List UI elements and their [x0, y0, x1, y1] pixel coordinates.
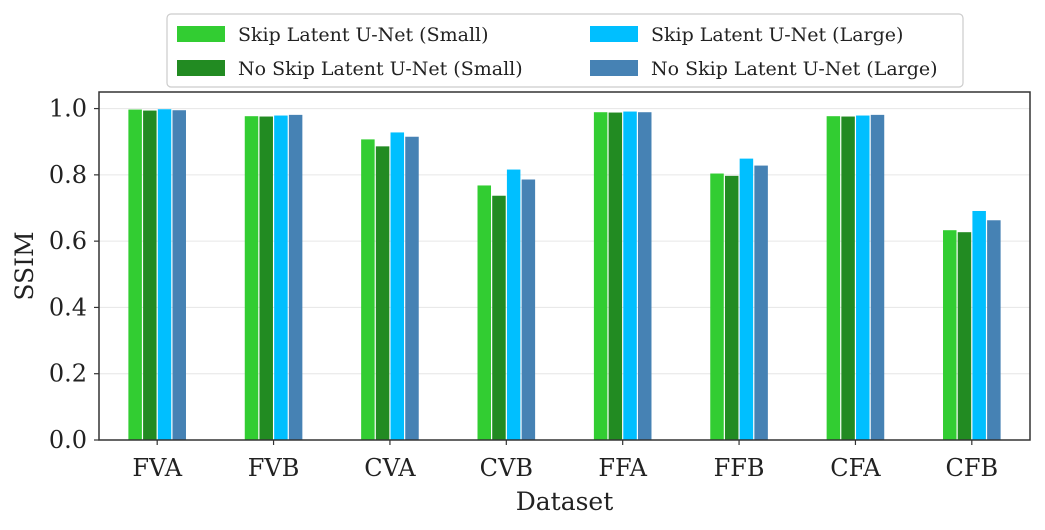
legend-label: Skip Latent U-Net (Small) — [238, 24, 489, 46]
legend-label: No Skip Latent U-Net (Large) — [651, 58, 938, 80]
bar-ffa-series-4 — [637, 112, 652, 441]
bar-fvb-series-4 — [288, 114, 303, 441]
bar-fva-series-2 — [143, 110, 157, 440]
bar-ffb-series-2 — [724, 175, 739, 440]
legend-swatch — [177, 26, 225, 42]
y-tick-label: 0.2 — [49, 360, 87, 388]
bar-ffb-series-1 — [710, 173, 724, 440]
legend-label: Skip Latent U-Net (Large) — [651, 24, 903, 46]
x-tick-label: FVA — [132, 454, 182, 482]
bar-ffb-series-3 — [739, 158, 754, 441]
bar-fva-series-3 — [157, 109, 172, 440]
bar-cfa-series-3 — [856, 115, 870, 440]
plot-frame — [98, 91, 1031, 441]
y-axis-ticks: 0.0 0.2 0.4 0.6 0.8 1.0 — [49, 95, 99, 454]
bar-cvb-series-1 — [477, 185, 492, 440]
legend: Skip Latent U-Net (Small) No Skip Latent … — [166, 13, 964, 88]
bar-ffb-series-4 — [754, 165, 768, 440]
bar-fvb-series-1 — [244, 116, 259, 441]
y-tick-label: 0.4 — [49, 293, 87, 321]
bar-cfb-series-4 — [987, 220, 1001, 440]
bar-fva-series-4 — [172, 110, 186, 440]
bar-cva-series-3 — [390, 132, 405, 441]
bar-cfb-series-3 — [972, 210, 986, 440]
y-tick-label: 0.6 — [49, 227, 87, 255]
x-tick-label: CVB — [480, 454, 533, 482]
bar-cvb-series-2 — [492, 195, 506, 440]
x-tick-label: FVB — [248, 454, 300, 482]
bar-cvb-series-4 — [521, 179, 536, 441]
y-tick-label: 0.0 — [49, 426, 87, 454]
bar-cfa-series-4 — [870, 114, 885, 441]
bar-cfb-series-1 — [943, 230, 957, 440]
y-axis-label: SSIM — [10, 231, 39, 300]
x-axis-ticks: FVA FVB CVA CVB FFA FFB CFA CFB — [132, 440, 998, 482]
bar-cfa-series-1 — [826, 116, 841, 441]
x-tick-label: CFA — [830, 454, 881, 482]
bar-cva-series-1 — [361, 139, 375, 440]
x-tick-label: FFB — [714, 454, 765, 482]
legend-swatch — [177, 60, 225, 76]
bar-cfa-series-2 — [841, 116, 855, 441]
legend-swatch — [590, 26, 638, 42]
bar-ffa-series-2 — [608, 112, 623, 440]
bar-fva-series-1 — [128, 109, 142, 441]
y-tick-label: 0.8 — [49, 161, 87, 189]
x-axis-label: Dataset — [516, 487, 614, 516]
x-tick-label: FFA — [598, 454, 647, 482]
bar-cva-series-2 — [375, 146, 390, 440]
x-tick-label: CVA — [364, 454, 416, 482]
bar-fvb-series-2 — [259, 116, 273, 441]
grid-lines — [99, 108, 1030, 441]
bar-cfb-series-2 — [957, 232, 972, 440]
bars-layer — [128, 109, 1001, 441]
bar-cva-series-4 — [405, 136, 419, 440]
bar-cvb-series-3 — [506, 169, 521, 440]
bar-fvb-series-3 — [274, 115, 288, 440]
legend-box — [166, 13, 964, 88]
legend-swatch — [590, 60, 638, 76]
bar-ffa-series-1 — [593, 112, 608, 441]
y-tick-label: 1.0 — [49, 95, 87, 123]
x-tick-label: CFB — [945, 454, 998, 482]
legend-label: No Skip Latent U-Net (Small) — [238, 58, 523, 80]
bar-ffa-series-3 — [623, 111, 637, 440]
